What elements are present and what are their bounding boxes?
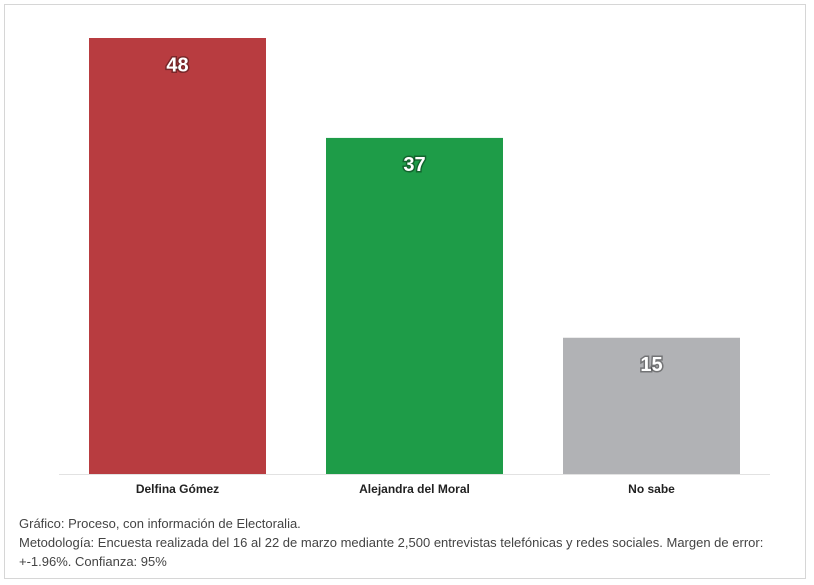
value-label: 15 — [640, 354, 662, 376]
methodology: Metodología: Encuesta realizada del 16 a… — [19, 535, 764, 569]
value-label: 48 — [166, 54, 188, 76]
notes: Gráfico: Proceso, con información de Ele… — [19, 514, 764, 571]
value-label: 37 — [403, 154, 425, 176]
bar — [563, 337, 740, 474]
x-tick-label: Delfina Gómez — [136, 482, 219, 496]
x-tick-label: No sabe — [628, 482, 675, 496]
x-tick-label: Alejandra del Moral — [359, 482, 470, 496]
bar — [89, 38, 266, 474]
source: Gráfico: Proceso, con información de Ele… — [19, 516, 301, 531]
bar — [326, 137, 503, 474]
frame — [4, 4, 806, 579]
